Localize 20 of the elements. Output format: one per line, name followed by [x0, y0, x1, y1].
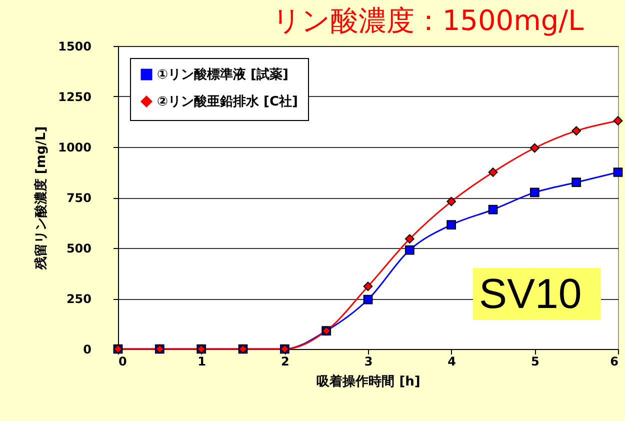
x-tick-label: 5 [530, 354, 540, 368]
chart-title: リン酸濃度：1500mg/L [272, 4, 584, 37]
y-tick-label: 1250 [58, 90, 92, 104]
x-tick-label: 3 [364, 354, 373, 368]
x-tick-label: 4 [448, 354, 456, 368]
legend-label: ①リン酸標準液 [試薬] [157, 66, 288, 82]
y-axis-title: 残留リン酸濃度 [mg/L] [33, 126, 50, 271]
legend-label: ②リン酸亜鉛排水 [C社] [157, 94, 298, 110]
x-axis-title: 吸着操作時間 [h] [316, 374, 420, 390]
y-tick-label: 250 [66, 292, 92, 306]
y-tick-label: 750 [66, 191, 92, 205]
y-tick-label: 500 [66, 242, 92, 256]
y-tick-label: 0 [83, 342, 92, 356]
x-tick-label: 1 [198, 354, 206, 368]
x-tick-label: 2 [280, 354, 290, 368]
x-tick-label: 6 [610, 354, 618, 368]
annotation: SV10 [473, 268, 601, 320]
y-tick-label: 1000 [58, 140, 92, 154]
x-tick-label: 0 [118, 354, 127, 368]
y-tick-label: 1500 [58, 40, 92, 54]
